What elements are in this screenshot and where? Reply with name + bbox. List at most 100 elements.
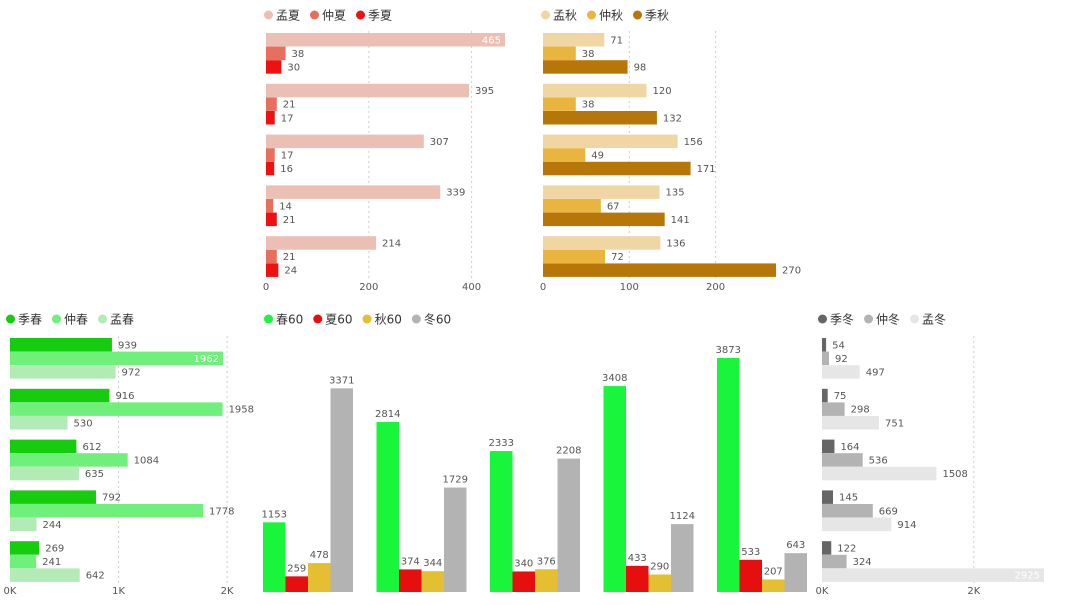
winter-bar-5-3[interactable] xyxy=(822,568,1044,582)
sixty-bar-3-4[interactable] xyxy=(557,458,581,592)
autumn-bar-5-1[interactable] xyxy=(543,236,661,250)
spring-legend-item-2[interactable]: 仲春 xyxy=(52,313,88,327)
autumn-bar-2-2[interactable] xyxy=(543,97,576,111)
autumn-legend-item-3[interactable]: 季秋 xyxy=(633,9,669,23)
summer-bar-3-2[interactable] xyxy=(266,148,275,162)
autumn-bar-1-2[interactable] xyxy=(543,46,576,61)
spring-bar-5-2[interactable] xyxy=(10,554,37,569)
summer-bar-1-3[interactable] xyxy=(266,60,282,74)
autumn-bar-1-1[interactable] xyxy=(543,33,605,47)
autumn-bar-4-2[interactable] xyxy=(543,199,601,213)
summer-bar-2-1[interactable] xyxy=(266,83,470,98)
summer-bar-5-3[interactable] xyxy=(266,263,279,277)
winter-bar-4-1[interactable] xyxy=(822,490,834,504)
winter-bar-2-3[interactable] xyxy=(822,416,879,430)
spring-bar-4-3[interactable] xyxy=(10,517,37,532)
summer-bar-4-1[interactable] xyxy=(266,185,441,199)
winter-bar-1-3[interactable] xyxy=(822,365,860,379)
sixty-bar-5-3[interactable] xyxy=(762,579,785,592)
spring-bar-4-2[interactable] xyxy=(10,504,204,518)
sixty-bar-5-2[interactable] xyxy=(739,559,763,592)
sixty-legend-item-2[interactable]: 夏60 xyxy=(313,313,353,327)
sixty-bar-2-1[interactable] xyxy=(376,421,400,592)
winter-bar-4-3[interactable] xyxy=(822,517,892,532)
winter-bar-3-3[interactable] xyxy=(822,466,937,481)
spring-bar-5-1[interactable] xyxy=(10,541,40,555)
sixty-bar-1-2[interactable] xyxy=(285,576,309,592)
winter-bar-2-2[interactable] xyxy=(822,402,845,416)
autumn-legend-item-2[interactable]: 仲秋 xyxy=(587,9,623,23)
spring-bar-5-3[interactable] xyxy=(10,568,80,582)
winter-bar-2-1[interactable] xyxy=(822,388,828,403)
summer-bar-3-3[interactable] xyxy=(266,161,275,176)
sixty-bar-2-2[interactable] xyxy=(399,569,422,592)
summer-bar-1-1[interactable] xyxy=(266,33,505,47)
sixty-bar-1-3[interactable] xyxy=(308,563,331,592)
autumn-legend-item-1[interactable]: 孟秋 xyxy=(541,9,577,23)
sixty-legend-marker-2 xyxy=(313,314,323,324)
spring-bar-1-2[interactable] xyxy=(10,351,223,366)
spring-legend-item-1[interactable]: 季春 xyxy=(6,313,42,327)
winter-bar-5-2[interactable] xyxy=(822,554,847,569)
summer-bar-3-1[interactable] xyxy=(266,134,424,149)
sixty-bar-2-4[interactable] xyxy=(444,487,467,592)
summer-bar-5-2[interactable] xyxy=(266,249,277,264)
spring-bar-1-3[interactable] xyxy=(10,365,116,379)
sixty-bar-4-2[interactable] xyxy=(626,565,649,592)
autumn-bar-4-1[interactable] xyxy=(543,185,660,199)
autumn-bar-3-3[interactable] xyxy=(543,161,691,176)
spring-bar-3-2[interactable] xyxy=(10,453,128,467)
sixty-bar-4-4[interactable] xyxy=(671,524,694,592)
summer-bar-1-2[interactable] xyxy=(266,46,286,61)
autumn-bar-2-1[interactable] xyxy=(543,83,647,98)
autumn-bar-2-3[interactable] xyxy=(543,111,657,125)
winter-legend-item-2[interactable]: 仲冬 xyxy=(864,312,900,327)
winter-bar-1-2[interactable] xyxy=(822,351,829,366)
autumn-value-label-1-2: 38 xyxy=(582,49,595,60)
spring-bar-1-1[interactable] xyxy=(10,338,112,352)
summer-legend-item-1[interactable]: 孟夏 xyxy=(264,9,300,23)
sixty-bar-4-3[interactable] xyxy=(648,574,672,592)
summer-bar-4-2[interactable] xyxy=(266,199,274,213)
summer-tick-label-2: 200 xyxy=(359,282,378,293)
summer-legend-item-3[interactable]: 季夏 xyxy=(356,9,392,23)
winter-bar-3-2[interactable] xyxy=(822,453,863,467)
sixty-value-label-3-2: 340 xyxy=(514,558,533,569)
sixty-bar-5-4[interactable] xyxy=(784,553,808,592)
winter-legend-item-1[interactable]: 季冬 xyxy=(818,312,854,327)
winter-bar-5-1[interactable] xyxy=(822,541,832,555)
winter-legend-item-3[interactable]: 孟冬 xyxy=(910,312,946,327)
autumn-bar-3-1[interactable] xyxy=(543,134,678,149)
sixty-bar-1-4[interactable] xyxy=(330,388,354,592)
summer-bar-5-1[interactable] xyxy=(266,236,376,250)
autumn-bar-4-3[interactable] xyxy=(543,212,665,227)
spring-bar-2-3[interactable] xyxy=(10,416,68,430)
sixty-bar-4-1[interactable] xyxy=(603,386,627,592)
summer-bar-4-3[interactable] xyxy=(266,212,277,227)
sixty-legend-item-1[interactable]: 春60 xyxy=(264,313,303,327)
sixty-legend-item-3[interactable]: 秋60 xyxy=(362,313,402,327)
spring-legend-item-3[interactable]: 孟春 xyxy=(98,313,134,327)
sixty-bar-1-1[interactable] xyxy=(263,522,286,592)
sixty-bar-2-3[interactable] xyxy=(421,571,445,592)
summer-legend-item-2[interactable]: 仲夏 xyxy=(310,9,346,23)
spring-bar-3-3[interactable] xyxy=(10,466,79,481)
winter-bar-4-2[interactable] xyxy=(822,504,873,518)
spring-bar-4-1[interactable] xyxy=(10,490,96,504)
sixty-bar-3-3[interactable] xyxy=(535,569,558,592)
sixty-bar-5-1[interactable] xyxy=(717,358,740,592)
sixty-bar-3-1[interactable] xyxy=(490,451,513,592)
spring-bar-3-1[interactable] xyxy=(10,439,77,454)
winter-bar-1-1[interactable] xyxy=(822,338,827,352)
summer-bar-2-2[interactable] xyxy=(266,97,277,111)
winter-bar-3-1[interactable] xyxy=(822,439,835,454)
spring-bar-2-1[interactable] xyxy=(10,388,110,403)
summer-bar-2-3[interactable] xyxy=(266,111,275,125)
sixty-legend-item-4[interactable]: 冬60 xyxy=(411,312,451,327)
sixty-bar-3-2[interactable] xyxy=(512,571,536,592)
autumn-bar-3-2[interactable] xyxy=(543,148,586,162)
autumn-bar-5-2[interactable] xyxy=(543,249,606,264)
autumn-bar-5-3[interactable] xyxy=(543,263,776,277)
autumn-bar-1-3[interactable] xyxy=(543,60,628,74)
spring-bar-2-2[interactable] xyxy=(10,402,223,416)
